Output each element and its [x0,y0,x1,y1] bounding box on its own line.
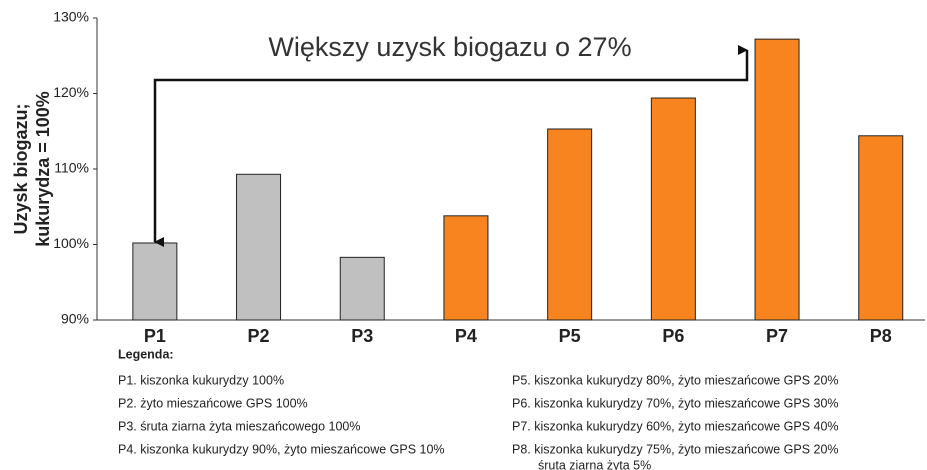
legend-item: P2. żyto mieszańcowe GPS 100% [118,396,308,410]
legend-item: P7. kiszonka kukurydzy 60%, żyto mieszań… [512,419,839,433]
x-tick-label: P7 [766,326,788,346]
bar [858,135,904,321]
bar [443,215,489,321]
y-tick-label: 100% [53,235,89,251]
bar [754,38,800,321]
y-tick-label: 90% [61,311,89,327]
y-tick-label: 110% [54,160,89,176]
bar [132,242,178,321]
arrow [153,45,749,247]
legend-item: P6. kiszonka kukurydzy 70%, żyto mieszań… [512,396,839,410]
legend-item: P4. kiszonka kukurydzy 90%, żyto mieszań… [118,442,445,456]
x-tick-label: P5 [559,326,581,346]
x-tick-label: P3 [351,326,373,346]
legend-item: P1. kiszonka kukurydzy 100% [118,373,284,387]
y-axis-label-line: kukurydza = 100% [33,91,53,247]
legend-item: P5. kiszonka kukurydzy 80%, żyto mieszań… [512,373,839,387]
bar [547,128,593,321]
legend-title: Legenda: [118,347,174,361]
y-axis-label: Uzysk biogazu; kukurydza = 100% [11,91,53,247]
x-tick-label: P4 [455,326,477,346]
legend-item: śruta ziarna żyta 5% [538,458,651,470]
x-tick-label: P6 [662,326,684,346]
bar [650,97,696,321]
bar [236,173,282,321]
x-tick-label: P8 [870,326,892,346]
bar [339,256,385,321]
x-tick-label: P1 [144,326,166,346]
y-tick-label: 120% [53,84,89,100]
y-axis-label-line: Uzysk biogazu; [11,103,31,234]
y-tick-label: 130% [53,9,89,25]
legend-item: P3. śruta ziarna żyta mieszańcowego 100% [118,419,361,433]
x-tick-label: P2 [248,326,270,346]
legend-item: P8. kiszonka kukurydzy 75%, żyto mieszań… [512,442,839,456]
annotation: Większy uzysk biogazu o 27% [268,32,631,62]
